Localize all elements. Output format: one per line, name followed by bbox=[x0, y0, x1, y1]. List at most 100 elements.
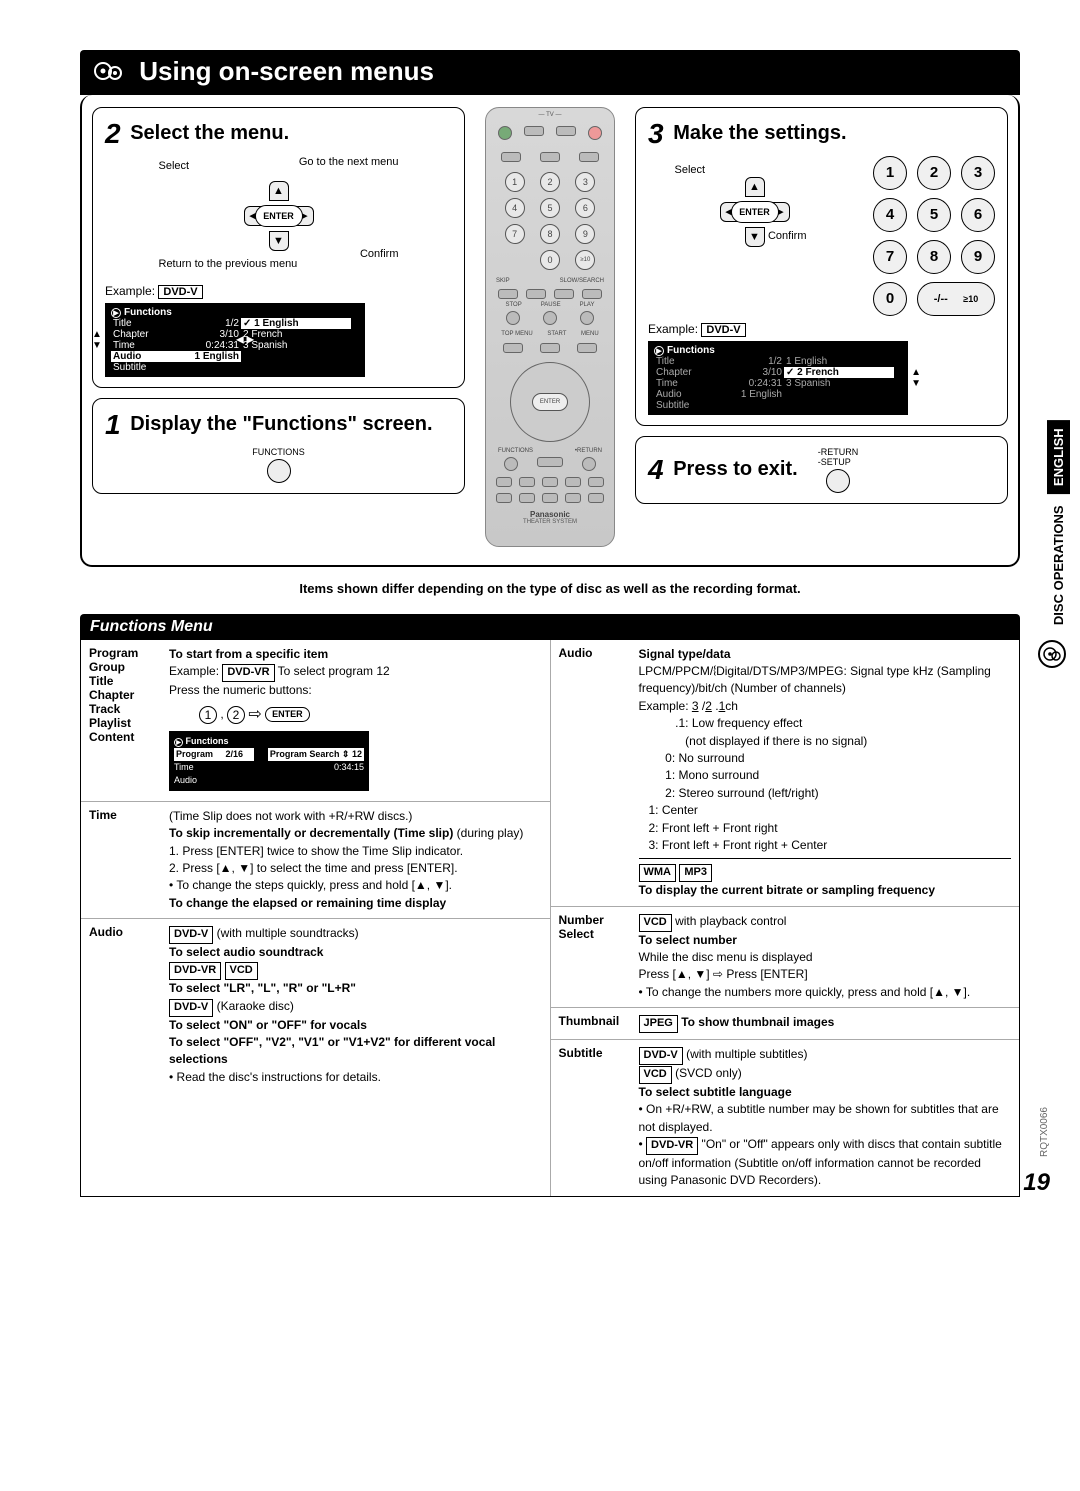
remote-functions[interactable] bbox=[504, 457, 518, 471]
keypad-4[interactable]: 4 bbox=[873, 198, 907, 232]
remote-fm-button[interactable] bbox=[579, 152, 599, 162]
example-row-step2: Example: DVD-V bbox=[105, 284, 452, 299]
remote-row2-b[interactable] bbox=[519, 493, 535, 503]
remote-row1-d[interactable] bbox=[565, 477, 581, 487]
keypad-5[interactable]: 5 bbox=[917, 198, 951, 232]
remote-num-10[interactable]: ≥10 bbox=[575, 250, 595, 270]
remote-tvav-button[interactable] bbox=[501, 152, 521, 162]
doc-code: RQTX0066 bbox=[1039, 1107, 1050, 1157]
step-1-title: Display the "Functions" screen. bbox=[130, 413, 432, 436]
nav3-enter[interactable]: ENTER bbox=[731, 201, 779, 223]
osd-arrows-mid: ◀ ▶ bbox=[236, 334, 254, 345]
osd-arrows-left: ▲▼ bbox=[92, 329, 102, 351]
functions-button[interactable] bbox=[267, 459, 291, 483]
remote-row1-b[interactable] bbox=[519, 477, 535, 487]
remote-power-button[interactable] bbox=[498, 126, 512, 140]
remote-tv-button[interactable] bbox=[524, 126, 544, 136]
remote-search-back[interactable] bbox=[554, 289, 574, 299]
remote-num-1[interactable]: 1 bbox=[505, 172, 525, 192]
return-label: -RETURN -SETUP bbox=[818, 447, 859, 467]
func-label: Number Select bbox=[559, 913, 631, 1002]
remote-num-9[interactable]: 9 bbox=[575, 224, 595, 244]
functions-button-label: FUNCTIONS bbox=[105, 447, 452, 457]
osd-step3: ▲▼ ▶Functions Title1/2Chapter3/10Time0:2… bbox=[648, 341, 908, 415]
func-label: Time bbox=[89, 808, 161, 912]
osd-step2: ▲▼ ◀ ▶ ▶Functions Title1/2Chapter3/10Tim… bbox=[105, 303, 365, 377]
remote-row2-a[interactable] bbox=[496, 493, 512, 503]
remote-num-0[interactable]: 0 bbox=[540, 250, 560, 270]
remote-num-6[interactable]: 6 bbox=[575, 198, 595, 218]
remote-skip-back[interactable] bbox=[498, 289, 518, 299]
example-tag-dvdv: DVD-V bbox=[158, 285, 202, 299]
remote-row1-c[interactable] bbox=[542, 477, 558, 487]
remote-row1-e[interactable] bbox=[588, 477, 604, 487]
remote-row1-a[interactable] bbox=[496, 477, 512, 487]
keypad-9[interactable]: 9 bbox=[961, 240, 995, 274]
nav3-down[interactable]: ▼ bbox=[745, 227, 765, 247]
step-3-title: Make the settings. bbox=[673, 122, 846, 145]
keypad-2[interactable]: 2 bbox=[917, 156, 951, 190]
remote-num-2[interactable]: 2 bbox=[540, 172, 560, 192]
remote-num-5[interactable]: 5 bbox=[540, 198, 560, 218]
func-label: Audio bbox=[559, 646, 631, 900]
nav-up-button[interactable]: ▲ bbox=[269, 181, 289, 201]
note-line: Items shown differ depending on the type… bbox=[80, 581, 1020, 596]
keypad--/-- ≥10[interactable]: -/--≥10 bbox=[917, 282, 995, 316]
keypad-3[interactable]: 3 bbox=[961, 156, 995, 190]
remote-num-3[interactable]: 3 bbox=[575, 172, 595, 192]
remote-row2-e[interactable] bbox=[588, 493, 604, 503]
remote-mid-btn[interactable] bbox=[537, 457, 563, 467]
disc-ops-icon bbox=[1038, 640, 1066, 668]
remote-row2-d[interactable] bbox=[565, 493, 581, 503]
remote-row2-c[interactable] bbox=[542, 493, 558, 503]
func-body: Signal type/dataLPCM/PPCM/𝄔Digital/DTS/M… bbox=[639, 646, 1012, 900]
nav-diagram-step2: Select Go to the next menu Return to the… bbox=[159, 156, 399, 276]
page-title-bar: Using on-screen menus bbox=[80, 50, 1020, 95]
osd-right-col: 1 English2 French3 Spanish bbox=[241, 318, 351, 373]
step-2-num: 2 bbox=[105, 118, 121, 150]
nav-enter-button[interactable]: ENTER bbox=[255, 205, 303, 227]
step-3-num: 3 bbox=[648, 118, 664, 150]
keypad-7[interactable]: 7 bbox=[873, 240, 907, 274]
remote-return[interactable] bbox=[582, 457, 596, 471]
remote-skip-fwd[interactable] bbox=[526, 289, 546, 299]
remote-num-4[interactable]: 4 bbox=[505, 198, 525, 218]
remote-topmenu[interactable] bbox=[503, 343, 523, 353]
disc-icon bbox=[94, 58, 124, 89]
osd-title: ▶Functions bbox=[111, 307, 359, 318]
remote-enter[interactable]: ENTER bbox=[532, 393, 568, 411]
remote-navpad: ENTER bbox=[510, 362, 590, 442]
remote-stop[interactable] bbox=[506, 311, 520, 325]
keypad-1[interactable]: 1 bbox=[873, 156, 907, 190]
func-body: To start from a specific itemExample: DV… bbox=[169, 646, 542, 795]
remote-control: — TV — 1 2 3 4 5 6 bbox=[485, 107, 615, 547]
remote-volume-button[interactable] bbox=[540, 152, 560, 162]
remote-start[interactable] bbox=[540, 343, 560, 353]
step-2-title: Select the menu. bbox=[130, 122, 289, 145]
remote-dvd-power-button[interactable] bbox=[588, 126, 602, 140]
nav3-up[interactable]: ▲ bbox=[745, 177, 765, 197]
remote-play[interactable] bbox=[580, 311, 594, 325]
osd3-left: Title1/2Chapter3/10Time0:24:31Audio1 Eng… bbox=[654, 356, 784, 411]
keypad-6[interactable]: 6 bbox=[961, 198, 995, 232]
example-label: Example: bbox=[105, 284, 155, 298]
func-body: DVD-V (with multiple soundtracks)To sele… bbox=[169, 925, 542, 1086]
func-body: (Time Slip does not work with +R/+RW dis… bbox=[169, 808, 542, 912]
func-body: VCD with playback controlTo select numbe… bbox=[639, 913, 1012, 1002]
remote-menu[interactable] bbox=[577, 343, 597, 353]
step-3-box: 3 Make the settings. Select Confirm ▲ ▼ … bbox=[635, 107, 1008, 426]
remote-num-7[interactable]: 7 bbox=[505, 224, 525, 244]
osd3-arrows: ▲▼ bbox=[911, 367, 921, 389]
nav-down-button[interactable]: ▼ bbox=[269, 231, 289, 251]
label-select: Select bbox=[159, 160, 190, 173]
remote-pause[interactable] bbox=[543, 311, 557, 325]
keypad-0[interactable]: 0 bbox=[873, 282, 907, 316]
keypad-8[interactable]: 8 bbox=[917, 240, 951, 274]
remote-num-8[interactable]: 8 bbox=[540, 224, 560, 244]
label-return: Return to the previous menu bbox=[159, 258, 298, 271]
remote-search-fwd[interactable] bbox=[582, 289, 602, 299]
func-body: DVD-V (with multiple subtitles)VCD (SVCD… bbox=[639, 1046, 1012, 1190]
osd-left-col: Title1/2Chapter3/10Time0:24:31Audio1 Eng… bbox=[111, 318, 241, 373]
remote-av-button[interactable] bbox=[556, 126, 576, 136]
return-button[interactable] bbox=[826, 469, 850, 493]
